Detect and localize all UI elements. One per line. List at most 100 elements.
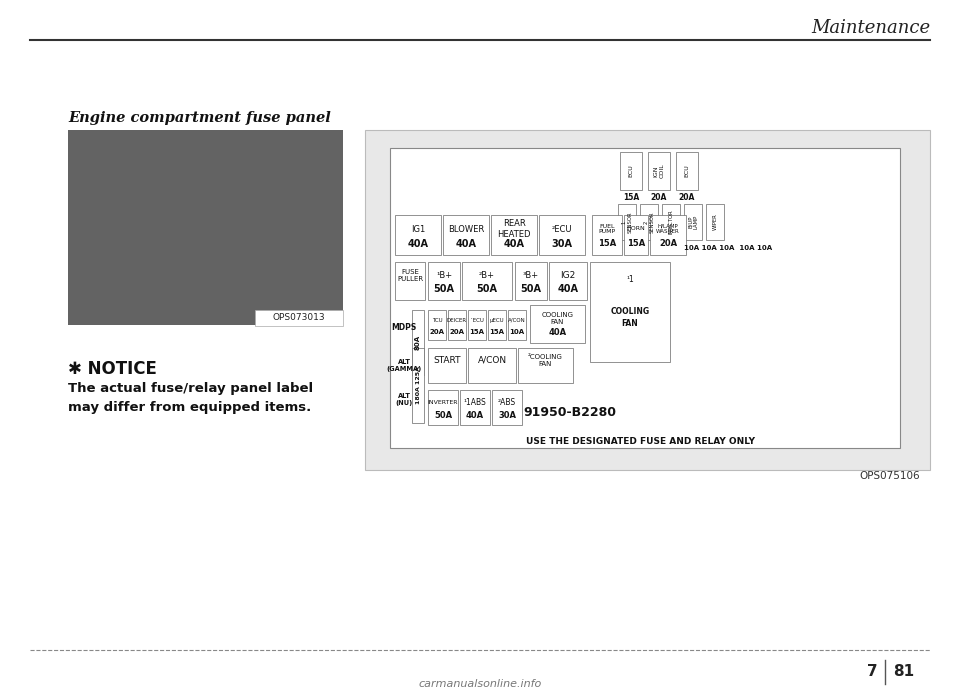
Bar: [515, 262, 547, 300]
Text: 15A: 15A: [623, 194, 639, 203]
Text: ¹1ABS: ¹1ABS: [464, 398, 487, 407]
Text: 40A: 40A: [466, 411, 484, 420]
Text: IG1: IG1: [411, 225, 425, 234]
Text: 50A: 50A: [434, 285, 454, 294]
Text: 15A: 15A: [598, 239, 616, 248]
Text: 50A: 50A: [520, 285, 541, 294]
Text: ECU: ECU: [629, 165, 634, 177]
Bar: [640, 204, 658, 240]
Text: ²ABS: ²ABS: [498, 398, 516, 407]
Text: 40A: 40A: [503, 239, 524, 249]
Text: 15A: 15A: [469, 329, 485, 335]
Text: TCU: TCU: [432, 318, 443, 323]
Bar: [412, 310, 424, 375]
Text: B/UP
LAMP: B/UP LAMP: [687, 215, 698, 229]
Bar: [676, 152, 698, 190]
Bar: [539, 215, 585, 255]
Bar: [648, 152, 670, 190]
Bar: [443, 215, 489, 255]
Text: 15A: 15A: [490, 329, 505, 335]
Bar: [491, 215, 537, 255]
Bar: [412, 348, 424, 423]
Text: 1
SENSOR: 1 SENSOR: [622, 212, 633, 233]
Bar: [468, 348, 516, 383]
Text: COOLING
FAN: COOLING FAN: [541, 312, 573, 325]
Text: 40A: 40A: [407, 239, 428, 249]
Text: 30A: 30A: [551, 239, 572, 249]
Text: 10A 10A 10A  10A 10A: 10A 10A 10A 10A 10A: [684, 245, 772, 251]
Text: 7: 7: [868, 664, 878, 679]
Text: 81: 81: [893, 664, 914, 679]
Text: FUSE
PULLER: FUSE PULLER: [396, 269, 423, 282]
Text: OPS075106: OPS075106: [859, 471, 920, 481]
Bar: [684, 204, 702, 240]
Bar: [428, 262, 460, 300]
Text: 20A: 20A: [651, 194, 667, 203]
Bar: [255, 310, 343, 326]
Bar: [618, 204, 636, 240]
Text: A/CON: A/CON: [508, 318, 526, 323]
Text: INVERTER: INVERTER: [428, 400, 458, 404]
Text: carmanualsonline.info: carmanualsonline.info: [419, 679, 541, 689]
Bar: [390, 148, 900, 448]
Text: A/CON: A/CON: [477, 356, 507, 364]
Text: Engine compartment fuse panel: Engine compartment fuse panel: [68, 111, 331, 125]
Text: 80A: 80A: [415, 334, 421, 349]
Text: COOLING: COOLING: [611, 307, 650, 316]
Text: 91950-B2280: 91950-B2280: [523, 406, 616, 418]
Text: 20A: 20A: [449, 329, 465, 335]
Text: 40A: 40A: [455, 239, 476, 249]
Text: START: START: [433, 356, 461, 364]
Bar: [549, 262, 587, 300]
Text: 30A: 30A: [498, 411, 516, 420]
Bar: [468, 310, 486, 340]
Text: HORN: HORN: [627, 227, 645, 232]
Text: 50A: 50A: [476, 285, 497, 294]
Text: 2
SENSOR: 2 SENSOR: [643, 212, 655, 233]
Bar: [706, 204, 724, 240]
Text: 180A 125A: 180A 125A: [416, 366, 420, 404]
Bar: [365, 130, 930, 470]
Bar: [662, 204, 680, 240]
Text: ALT
(GAMMA): ALT (GAMMA): [386, 360, 421, 373]
Text: H/LAMP
WASHER: H/LAMP WASHER: [656, 224, 680, 234]
Text: Maintenance: Maintenance: [811, 19, 930, 37]
Bar: [590, 262, 670, 362]
Text: REAR
HEATED: REAR HEATED: [497, 219, 531, 238]
Text: MDPS: MDPS: [392, 322, 417, 331]
Text: FAN: FAN: [622, 320, 638, 329]
Text: ´ECU: ´ECU: [470, 318, 484, 323]
Text: ECU: ECU: [684, 165, 689, 177]
Bar: [68, 130, 343, 325]
Bar: [508, 310, 526, 340]
Text: 15A: 15A: [627, 239, 645, 248]
Bar: [530, 305, 585, 343]
Text: 40A: 40A: [548, 328, 566, 337]
Bar: [395, 262, 425, 300]
Bar: [460, 390, 490, 425]
Text: IG2: IG2: [561, 271, 576, 280]
Text: 20A: 20A: [659, 239, 677, 248]
Bar: [592, 215, 622, 255]
Text: OPS073013: OPS073013: [273, 313, 325, 322]
Bar: [448, 310, 466, 340]
Bar: [624, 215, 648, 255]
Text: ✱ NOTICE: ✱ NOTICE: [68, 360, 156, 378]
Bar: [462, 262, 512, 300]
Bar: [518, 348, 573, 383]
Text: 20A: 20A: [429, 329, 444, 335]
Text: ALT
(NU): ALT (NU): [396, 393, 413, 407]
Text: INJECTOR: INJECTOR: [668, 209, 674, 234]
Text: USE THE DESIGNATED FUSE AND RELAY ONLY: USE THE DESIGNATED FUSE AND RELAY ONLY: [525, 438, 755, 446]
Bar: [620, 152, 642, 190]
Text: ²COOLING
FAN: ²COOLING FAN: [528, 353, 563, 367]
Text: IGN
COIL: IGN COIL: [654, 163, 664, 178]
Text: FUEL
PUMP: FUEL PUMP: [598, 224, 615, 234]
Text: WIPER: WIPER: [712, 214, 717, 230]
Bar: [428, 348, 466, 383]
Text: ¹1: ¹1: [626, 276, 634, 285]
Text: 10A: 10A: [510, 329, 524, 335]
Text: The actual fuse/relay panel label
may differ from equipped items.: The actual fuse/relay panel label may di…: [68, 382, 313, 414]
Text: ²B+: ²B+: [479, 271, 495, 280]
Bar: [488, 310, 506, 340]
